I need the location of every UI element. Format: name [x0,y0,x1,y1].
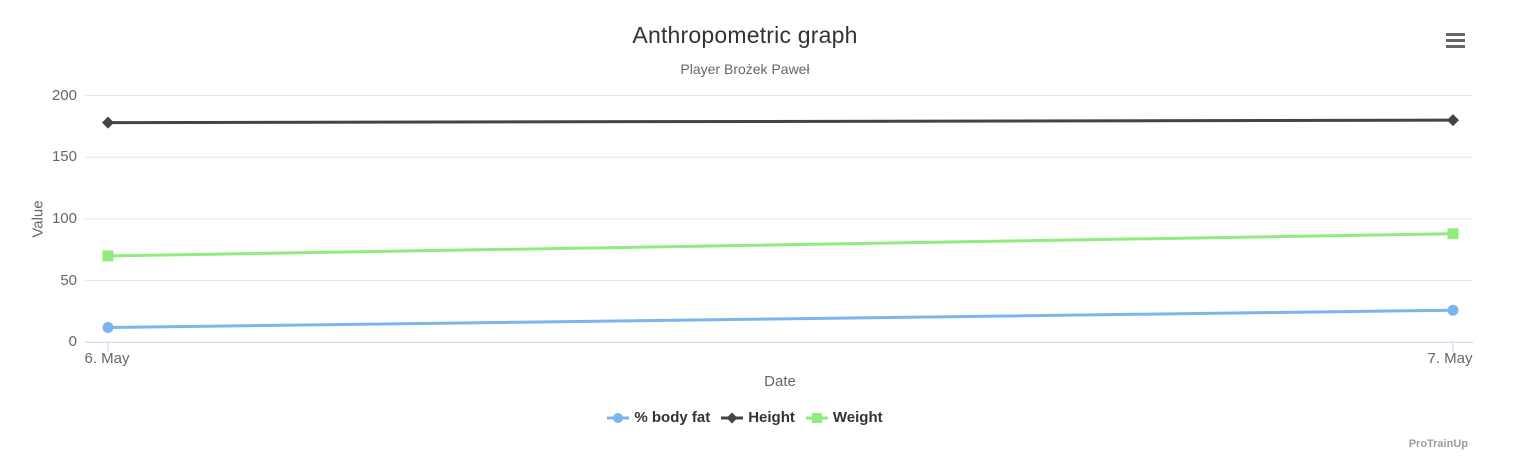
legend-label-weight: Weight [832,409,883,426]
hamburger-icon [1446,32,1465,48]
legend-label-height: Height [748,409,795,426]
series-line-height[interactable] [106,118,1455,125]
marker-diamond-height[interactable] [1447,114,1459,127]
y-axis-label: 100 [51,209,77,227]
legend-circle-icon [607,412,630,423]
marker-circle-body-fat[interactable] [102,321,114,333]
marker-circle-body-fat[interactable] [1447,304,1459,316]
legend-square-icon [805,412,828,423]
x-axis-label-last: 7. May [1427,350,1473,367]
x-axis-title: Date [764,373,796,390]
legend-diamond-icon [721,412,744,423]
legend-item-body-fat[interactable]: % body fat [607,409,710,426]
series-line-body-fat[interactable] [106,308,1455,329]
y-axis-label: 150 [51,148,77,166]
legend-item-weight[interactable]: Weight [805,409,883,426]
y-axis-label: 200 [51,86,77,104]
marker-diamond-height[interactable] [102,116,114,129]
chart-subtitle: Player Brożek Paweł [680,61,810,77]
y-axis-label: 0 [68,333,77,351]
y-axis-label: 50 [60,271,77,289]
x-axis-label-first: 6. May [84,350,130,367]
y-axis-title: Value [29,200,47,238]
marker-square-weight[interactable] [1447,228,1459,240]
series-line-weight[interactable] [106,232,1455,258]
chart-title: Anthropometric graph [632,22,858,48]
legend-item-height[interactable]: Height [721,409,795,426]
marker-square-weight[interactable] [102,250,114,262]
chart-context-menu-button[interactable] [1443,29,1468,51]
legend-label-body-fat: % body fat [634,409,711,426]
protrainup-watermark: ProTrainUp [1408,438,1468,450]
chart-legend: % body fat Height Weight [0,409,1490,426]
